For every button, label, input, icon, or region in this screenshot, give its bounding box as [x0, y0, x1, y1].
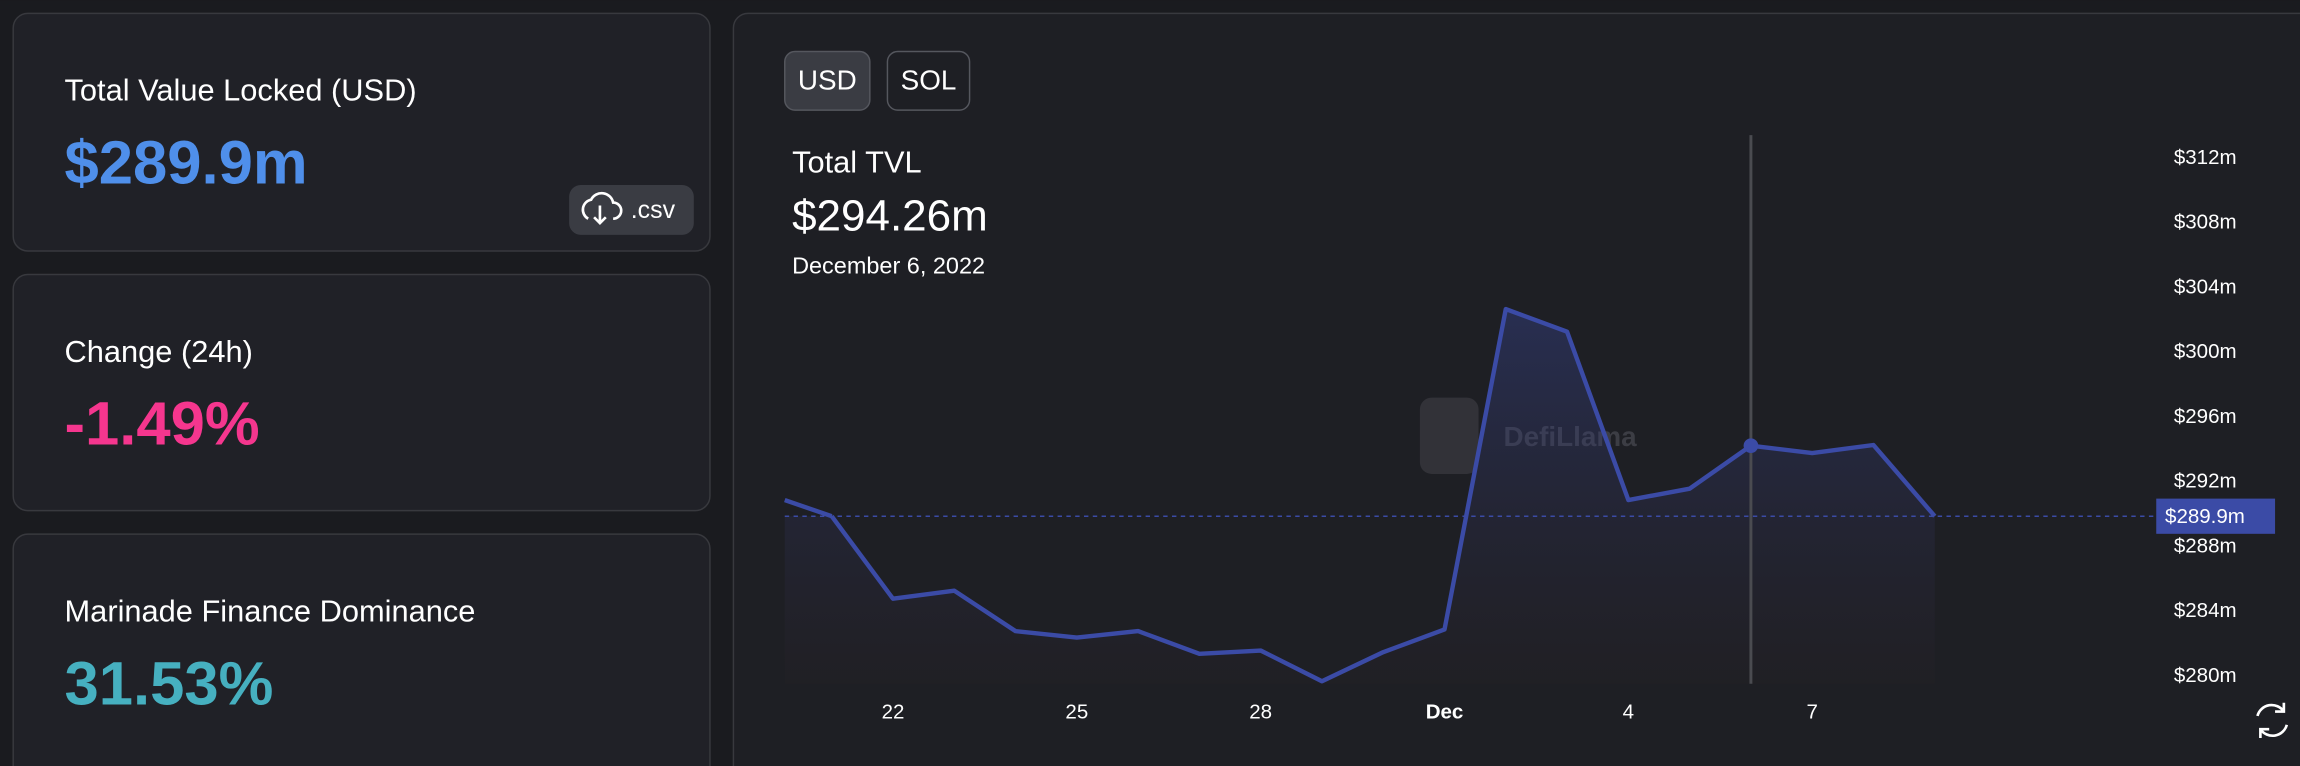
watermark-logo: [1419, 397, 1479, 474]
tooltip-date: December 6, 2022: [792, 252, 985, 278]
card: [12, 12, 711, 252]
stat-label: Marinade Finance Dominance: [65, 593, 476, 628]
y-tick-label: $288m: [2174, 534, 2237, 557]
x-tick-label: 7: [1806, 700, 1817, 723]
stat-value: -1.49%: [65, 390, 260, 459]
card: [12, 273, 711, 512]
x-tick-label: 22: [882, 700, 905, 723]
usd-label[interactable]: USD: [798, 65, 857, 96]
refresh-icon[interactable]: [2256, 702, 2289, 738]
hover-point: [1743, 438, 1759, 453]
y-tick-label: $308m: [2174, 211, 2237, 234]
tooltip-title: Total TVL: [792, 145, 922, 180]
y-tick-label: $280m: [2174, 664, 2237, 687]
line-lead: [784, 497, 833, 519]
sol-label[interactable]: SOL: [901, 65, 957, 96]
stat-value: 31.53%: [65, 649, 274, 718]
current-badge: [2156, 498, 2276, 534]
current-label: $289.9m: [2165, 505, 2245, 528]
stat-value: $289.9m: [65, 129, 308, 198]
usd-button[interactable]: USD: [784, 50, 871, 111]
stat-label: Total Value Locked (USD): [65, 73, 417, 108]
y-tick-label: $312m: [2174, 146, 2237, 169]
x-tick-label: 4: [1623, 700, 1634, 723]
y-tick-label: $304m: [2174, 275, 2237, 298]
refresh-icon-path[interactable]: [2256, 702, 2289, 738]
usd-button-bg[interactable]: [784, 50, 871, 111]
sol-button-bg[interactable]: [886, 50, 971, 111]
x-tick-label: Dec: [1426, 700, 1464, 723]
sol-button[interactable]: SOL: [886, 50, 971, 111]
download-icon[interactable]: [581, 191, 623, 225]
area: [784, 309, 1935, 684]
csv-button[interactable]: .csv: [569, 184, 694, 235]
x-tick-label: 25: [1065, 700, 1088, 723]
y-tick-label: $284m: [2174, 599, 2237, 622]
y-tick-label: $296m: [2174, 405, 2237, 428]
card: [12, 533, 711, 766]
x-tick-label: 28: [1249, 700, 1272, 723]
tooltip-value: $294.26m: [792, 191, 988, 240]
chart: DefiLlama$280m$284m$288m$292m$296m$300m$…: [784, 135, 2276, 723]
csv-label[interactable]: .csv: [631, 196, 676, 224]
y-tick-label: $300m: [2174, 340, 2237, 363]
stat-label: Change (24h): [65, 334, 253, 369]
y-tick-label: $292m: [2174, 470, 2237, 493]
